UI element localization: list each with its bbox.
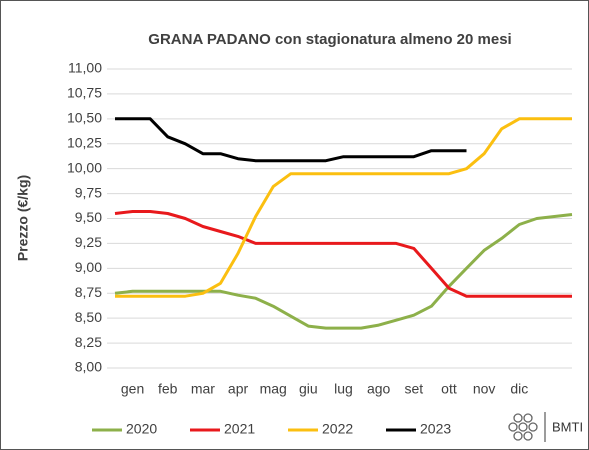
x-tick-label: lug — [334, 381, 353, 397]
line-series — [115, 117, 467, 163]
logo-text: BMTI — [552, 419, 583, 434]
y-tick-label: 9,25 — [75, 234, 102, 250]
line-series — [115, 117, 572, 298]
x-tick-label: dic — [510, 381, 528, 397]
y-tick-label: 9,00 — [75, 259, 102, 275]
y-tick-label: 10,25 — [67, 134, 102, 150]
y-tick-label: 8,00 — [75, 359, 102, 375]
x-tick-label: ott — [441, 381, 457, 397]
legend-label: 2020 — [126, 421, 157, 437]
legend-label: 2023 — [420, 421, 451, 437]
y-tick-label: 10,00 — [67, 159, 102, 175]
x-tick-label: mar — [191, 381, 215, 397]
y-tick-label: 8,75 — [75, 284, 102, 300]
y-tick-label: 9,75 — [75, 184, 102, 200]
y-tick-label: 8,50 — [75, 309, 102, 325]
x-tick-label: ago — [367, 381, 391, 397]
x-tick-label: mag — [260, 381, 287, 397]
y-axis-label: Prezzo (€/kg) — [15, 175, 31, 261]
x-tick-label: apr — [228, 381, 249, 397]
y-tick-label: 11,00 — [68, 60, 102, 76]
x-tick-label: giu — [299, 381, 318, 397]
y-tick-label: 8,25 — [75, 334, 102, 350]
x-tick-label: feb — [158, 381, 178, 397]
x-tick-label: set — [404, 381, 423, 397]
chart-title: GRANA PADANO con stagionatura almeno 20 … — [148, 31, 511, 48]
x-tick-label: gen — [121, 381, 144, 397]
y-tick-label: 10,50 — [67, 110, 102, 126]
line-series — [114, 210, 572, 298]
legend-label: 2021 — [224, 421, 255, 437]
line-series — [114, 213, 573, 330]
x-tick-label: nov — [473, 381, 496, 397]
logo-icon — [508, 412, 546, 442]
y-tick-label: 9,50 — [75, 209, 102, 225]
legend-label: 2022 — [322, 421, 353, 437]
y-tick-label: 10,75 — [67, 85, 102, 101]
